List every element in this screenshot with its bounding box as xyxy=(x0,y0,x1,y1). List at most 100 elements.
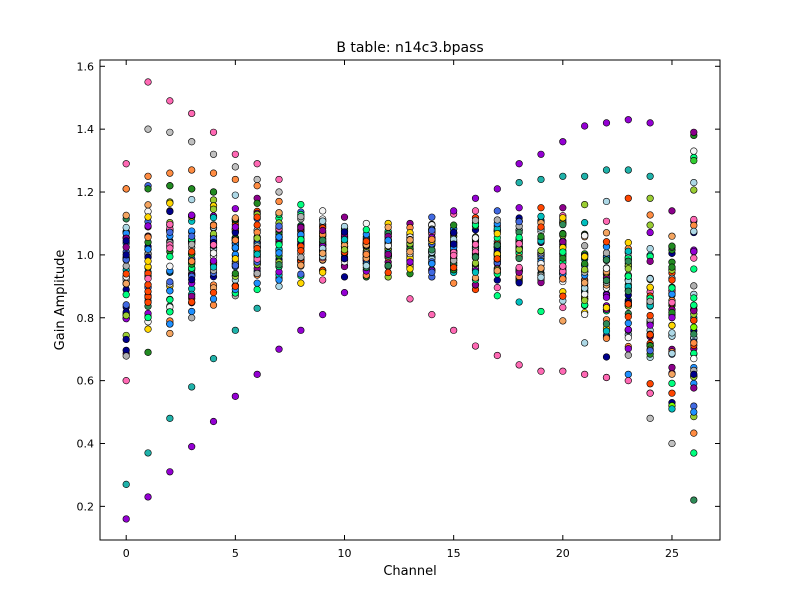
data-point xyxy=(646,321,654,329)
y-tick-label: 0.2 xyxy=(77,500,95,513)
data-point xyxy=(668,405,676,413)
data-point xyxy=(515,279,523,287)
y-tick-label: 0.4 xyxy=(77,437,95,450)
data-point xyxy=(275,175,283,184)
data-point xyxy=(144,281,152,289)
data-point xyxy=(493,255,501,263)
data-point xyxy=(209,263,218,271)
data-point xyxy=(275,209,283,217)
data-point xyxy=(144,313,152,322)
data-point xyxy=(624,319,632,327)
data-point xyxy=(602,256,611,264)
data-point xyxy=(122,270,130,278)
data-point xyxy=(471,342,480,350)
data-point xyxy=(166,128,174,136)
data-point xyxy=(340,273,349,281)
data-point xyxy=(188,109,196,118)
data-point xyxy=(340,255,349,263)
data-point xyxy=(690,370,698,378)
data-point xyxy=(471,216,480,224)
data-point xyxy=(450,207,458,215)
data-point xyxy=(384,262,392,270)
data-point xyxy=(231,175,239,184)
data-point xyxy=(122,262,130,270)
data-point xyxy=(646,311,654,320)
data-point xyxy=(253,250,261,258)
data-point xyxy=(275,241,283,249)
data-point xyxy=(144,325,152,333)
data-point xyxy=(668,314,676,322)
data-point xyxy=(253,175,261,184)
data-point xyxy=(602,293,611,301)
data-point xyxy=(493,230,501,238)
data-point xyxy=(690,178,698,187)
y-tick-label: 0.8 xyxy=(77,312,95,325)
data-point xyxy=(319,207,327,215)
data-point xyxy=(581,201,589,209)
data-point xyxy=(537,264,545,272)
data-point xyxy=(384,250,392,258)
data-point xyxy=(188,276,196,284)
data-point xyxy=(646,244,654,253)
x-axis-label: Channel xyxy=(383,564,436,579)
data-point xyxy=(209,188,218,196)
x-tick-label: 15 xyxy=(447,547,461,560)
data-point xyxy=(624,377,632,385)
data-point xyxy=(188,185,196,193)
data-point xyxy=(537,367,545,375)
data-point xyxy=(581,290,589,298)
data-point xyxy=(166,228,174,236)
data-point xyxy=(537,204,545,212)
data-point xyxy=(690,402,698,410)
data-point xyxy=(450,279,458,287)
data-point xyxy=(384,223,392,231)
data-point xyxy=(253,304,261,312)
data-point xyxy=(690,496,698,504)
data-point xyxy=(166,199,174,207)
data-point xyxy=(624,313,632,321)
data-point xyxy=(537,150,545,158)
data-point xyxy=(253,213,261,221)
data-point xyxy=(122,480,130,488)
data-point xyxy=(144,201,152,209)
data-point xyxy=(624,351,632,359)
data-point xyxy=(122,211,130,220)
data-point xyxy=(602,320,611,328)
data-point xyxy=(319,268,327,276)
data-point xyxy=(297,326,305,334)
data-point xyxy=(493,207,501,215)
data-point xyxy=(559,254,567,262)
data-point xyxy=(624,265,632,273)
data-point xyxy=(668,349,676,358)
data-point xyxy=(537,232,545,241)
data-point xyxy=(166,308,174,316)
data-point xyxy=(646,257,654,265)
data-point xyxy=(166,278,174,286)
data-point xyxy=(471,253,480,261)
data-point xyxy=(690,316,698,324)
data-point xyxy=(602,373,611,382)
data-point xyxy=(406,258,414,266)
data-point xyxy=(122,301,130,309)
data-point xyxy=(144,222,152,230)
data-point xyxy=(537,175,545,184)
data-point xyxy=(690,339,698,347)
data-point xyxy=(537,246,545,255)
data-point xyxy=(384,236,392,244)
data-point xyxy=(690,156,698,165)
data-point xyxy=(559,292,567,300)
data-point xyxy=(581,259,589,268)
data-point xyxy=(690,147,698,155)
data-point xyxy=(581,242,589,250)
data-point xyxy=(668,276,676,284)
data-point xyxy=(275,282,283,290)
data-point xyxy=(493,241,501,249)
data-point xyxy=(471,194,480,202)
data-point xyxy=(646,119,654,127)
data-point xyxy=(450,251,458,260)
data-point xyxy=(122,185,130,193)
data-point xyxy=(559,214,567,222)
data-point xyxy=(362,237,370,245)
y-tick-label: 1.0 xyxy=(77,249,95,262)
